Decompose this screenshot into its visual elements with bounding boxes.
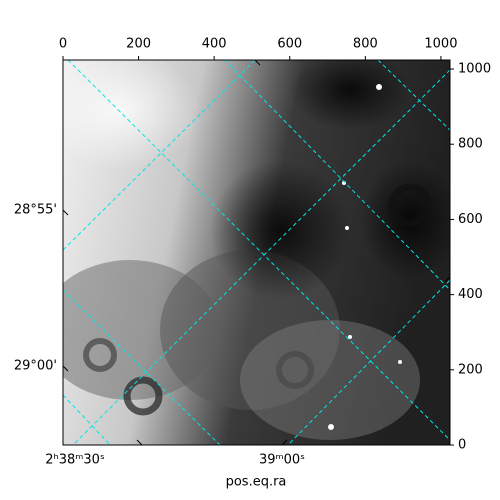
dec-tick-label: 29°00' bbox=[14, 359, 57, 374]
y-tick-label: 600 bbox=[458, 212, 483, 227]
x-tick-label: 600 bbox=[277, 37, 302, 52]
wcs-ticks bbox=[62, 59, 451, 446]
x-axis-label: pos.eq.ra bbox=[226, 475, 287, 490]
ra-tick-label: 39ᵐ00ˢ bbox=[259, 453, 305, 468]
sky-image bbox=[63, 60, 450, 445]
y-tick-label: 800 bbox=[458, 137, 483, 152]
ra-tick-label: 2ʰ38ᵐ30ˢ bbox=[45, 453, 105, 468]
x-tick-label: 200 bbox=[126, 37, 151, 52]
y-tick-label: 0 bbox=[458, 438, 466, 453]
y-tick-label: 400 bbox=[458, 287, 483, 302]
x-tick-label: 0 bbox=[59, 37, 67, 52]
y-tick-label: 200 bbox=[458, 362, 483, 377]
x-tick-label: 400 bbox=[202, 37, 227, 52]
plot-frame bbox=[62, 59, 451, 446]
x-tick-label: 1000 bbox=[424, 37, 457, 52]
coordinate-grid bbox=[63, 60, 450, 445]
dec-tick-label: 28°55' bbox=[14, 203, 57, 218]
x-tick-label: 800 bbox=[353, 37, 378, 52]
y-tick-label: 1000 bbox=[458, 62, 491, 77]
